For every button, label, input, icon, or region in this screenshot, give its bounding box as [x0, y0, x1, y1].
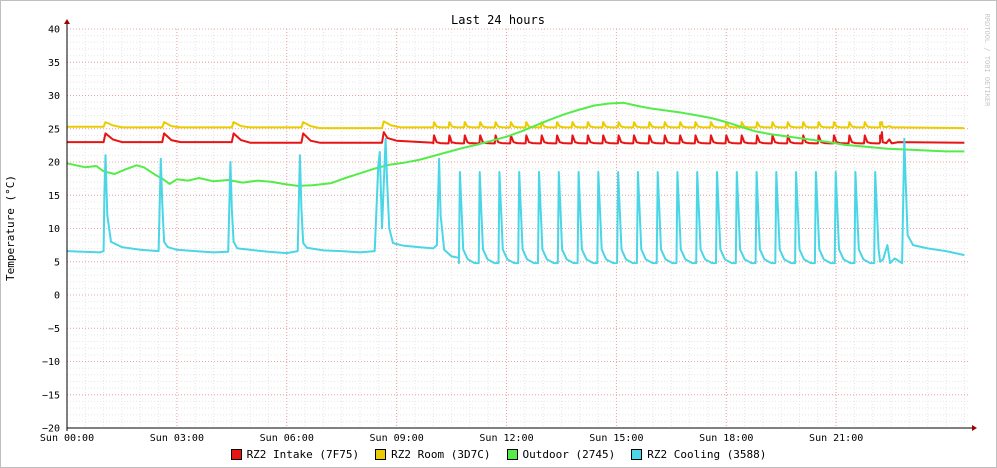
x-tick-label: Sun 21:00: [809, 433, 863, 444]
y-axis-label: Temperature (°C): [4, 175, 17, 281]
y-tick-label: 35: [48, 58, 60, 69]
y-tick-label: 30: [48, 91, 60, 102]
legend-item-intake: RZ2 Intake (7F75): [230, 447, 360, 461]
series-lines: [66, 101, 965, 265]
x-tick-label: Sun 18:00: [699, 433, 753, 444]
y-tick-label: −15: [42, 390, 60, 401]
x-tick-label: Sun 15:00: [589, 433, 643, 444]
legend: RZ2 Intake (7F75) RZ2 Room (3D7C) Outdoo…: [0, 446, 997, 462]
legend-label: RZ2 Cooling (3588): [647, 447, 767, 461]
x-tick-label: Sun 12:00: [479, 433, 533, 444]
legend-item-cooling: RZ2 Cooling (3588): [631, 448, 766, 461]
legend-item-room: RZ2 Room (3D7C): [375, 447, 491, 461]
x-tick-label: Sun 06:00: [260, 433, 314, 444]
legend-label: RZ2 Intake (7F75): [246, 447, 360, 461]
watermark: RRDTOOL / TOBI OETIKER: [983, 14, 991, 108]
y-axis-arrow: [64, 19, 70, 24]
series-line-3: [66, 137, 965, 265]
series-line-1: [67, 120, 965, 130]
y-tick-label: −20: [42, 424, 60, 435]
axes: [64, 19, 977, 431]
legend-item-outdoor: Outdoor (2745): [506, 447, 616, 461]
y-tick-label: 5: [54, 257, 60, 268]
y-tick-label: 15: [48, 191, 60, 202]
y-tick-label: 25: [48, 124, 60, 135]
y-tick-label: 20: [48, 158, 60, 169]
x-tick-label: Sun 03:00: [150, 433, 204, 444]
legend-swatch: [631, 448, 643, 460]
legend-swatch: [506, 448, 518, 460]
y-tick-label: −5: [48, 324, 60, 335]
series-line-2: [66, 101, 965, 187]
legend-swatch: [375, 448, 387, 460]
x-tick-labels: Sun 00:00 Sun 03:00 Sun 06:00 Sun 09:00 Sun …: [40, 433, 863, 444]
y-tick-labels: −20 −15 −10 −5 0 5 10 15 20 25 30 35 40: [42, 25, 60, 435]
y-tick-label: 40: [48, 25, 60, 36]
x-tick-label: Sun 09:00: [370, 433, 424, 444]
legend-swatch: [230, 448, 242, 460]
legend-label: RZ2 Room (3D7C): [391, 447, 491, 461]
y-tick-label: 0: [54, 291, 60, 302]
x-tick-label: Sun 00:00: [40, 433, 94, 444]
y-tick-label: 10: [48, 224, 60, 235]
y-tick-label: −10: [42, 357, 60, 368]
series-line-0: [67, 131, 965, 145]
x-axis-arrow: [972, 425, 977, 431]
chart-title: Last 24 hours: [451, 13, 545, 27]
grid: [66, 28, 968, 429]
legend-label: Outdoor (2745): [522, 447, 616, 461]
